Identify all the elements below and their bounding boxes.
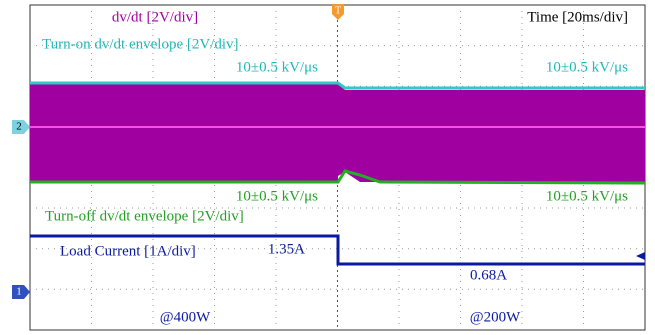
power-label: @400W <box>160 309 211 325</box>
channel-1-label: 1 <box>16 286 22 298</box>
current-value: 1.35A <box>268 241 305 257</box>
turn-off-value: 10±0.5 kV/μs <box>236 188 318 204</box>
channel-2-label: 2 <box>16 121 22 133</box>
turn-on-label: Turn-on dv/dt envelope [2V/div] <box>42 36 239 52</box>
scope-screen: T 2 1 dv/dt [2V/div] Time [20ms/div] Tur… <box>0 0 655 335</box>
dvdt-band <box>30 84 645 182</box>
power-label: @200W <box>470 309 521 325</box>
turn-on-value: 10±0.5 kV/μs <box>546 59 628 75</box>
turn-off-value: 10±0.5 kV/μs <box>546 188 628 204</box>
trigger-label: T <box>335 5 341 16</box>
current-value: 0.68A <box>470 267 507 283</box>
channel-label: dv/dt [2V/div] <box>112 9 198 25</box>
timebase: Time [20ms/div] <box>527 9 628 25</box>
turn-on-value: 10±0.5 kV/μs <box>236 59 318 75</box>
turn-off-label: Turn-off dv/dt envelope [2V/div] <box>45 208 244 224</box>
load-current-label: Load Current [1A/div] <box>60 243 196 259</box>
